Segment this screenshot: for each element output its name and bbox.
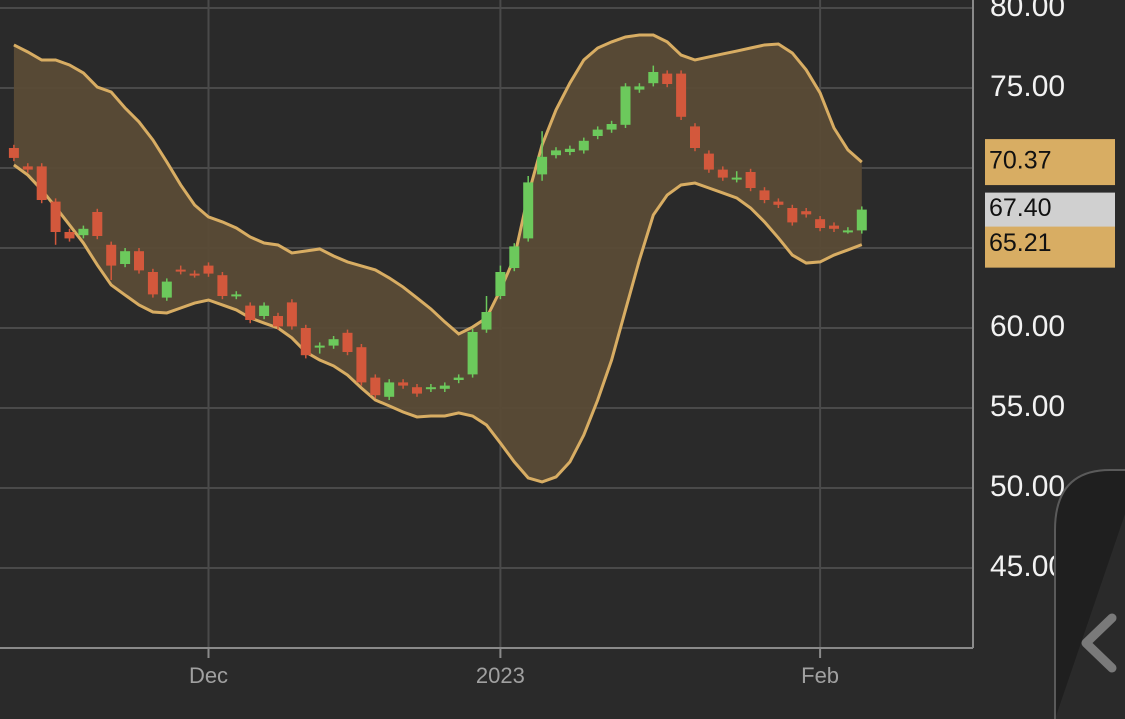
y-tick-label: 45.00	[990, 550, 1065, 583]
candle-body	[592, 129, 603, 136]
price-tag-label: 70.37	[989, 147, 1052, 175]
candle-body	[787, 208, 798, 223]
candle-body	[523, 182, 534, 239]
candle-body	[717, 169, 728, 178]
bands	[13, 33, 863, 484]
candle-body	[620, 86, 631, 125]
candle-body	[745, 172, 756, 188]
candle-body	[578, 140, 589, 151]
candle-body	[564, 148, 575, 152]
candle-body	[690, 126, 700, 148]
candle-body	[189, 273, 200, 276]
candles	[8, 65, 867, 400]
candle-body	[467, 332, 478, 375]
x-tick-label: Feb	[801, 663, 839, 688]
y-tick-label: 55.00	[990, 390, 1065, 423]
candle-body	[50, 201, 61, 232]
candle-body	[412, 387, 422, 394]
x-tick-label: Dec	[189, 663, 228, 688]
candle-body	[314, 345, 325, 348]
candle-body	[64, 232, 75, 239]
candle-body	[856, 209, 867, 231]
panel-edge	[1054, 469, 1125, 719]
price-tag	[985, 139, 1115, 186]
candle-body	[439, 385, 450, 389]
candle-body	[537, 156, 548, 175]
candle-body	[300, 328, 311, 356]
price-tag	[985, 192, 1115, 227]
candle-body	[703, 153, 714, 170]
candle-body	[453, 377, 464, 380]
candle-body	[92, 212, 103, 236]
y-tick-label: 75.00	[990, 70, 1065, 103]
candle-body	[175, 269, 186, 272]
side-panel[interactable]	[1054, 469, 1125, 719]
price-tags: 70.37 65.21 67.40	[985, 139, 1115, 268]
candle-body	[106, 244, 117, 266]
candle-body	[759, 190, 770, 200]
candle-body	[731, 177, 742, 180]
candle-body	[676, 73, 687, 117]
candle-body	[829, 225, 839, 229]
candle-body	[773, 201, 784, 205]
candle-body	[217, 275, 228, 296]
candle-body	[425, 387, 436, 390]
candle-body	[801, 211, 812, 215]
candle-body	[398, 382, 409, 386]
candle-body	[203, 265, 214, 274]
band-line	[13, 163, 863, 484]
candle-body	[481, 312, 492, 330]
candle-body	[78, 228, 89, 236]
price-tag-label: 67.40	[989, 194, 1052, 222]
candle-body	[356, 347, 367, 383]
candle-body	[370, 377, 381, 396]
candle-body	[245, 305, 256, 320]
candle-body	[259, 305, 270, 316]
collapse-chevron[interactable]	[1081, 613, 1117, 673]
candle-body	[495, 272, 506, 296]
y-tick-label: 60.00	[990, 310, 1065, 343]
price-tag-label: 65.21	[989, 229, 1052, 257]
candle-body	[134, 251, 144, 271]
candle-body	[815, 219, 826, 228]
y-tick-label: 80.00	[990, 0, 1065, 23]
candle-body	[22, 166, 33, 170]
candle-body	[328, 339, 339, 346]
candle-body	[273, 316, 283, 327]
candle-body	[634, 86, 645, 90]
candle-body	[384, 382, 395, 397]
candle-body	[231, 294, 242, 297]
candle-body	[551, 150, 561, 156]
candle-body	[509, 246, 520, 268]
y-tick-label: 50.00	[990, 470, 1065, 503]
price-tag	[985, 221, 1115, 268]
candle-body	[342, 332, 353, 352]
candle-body	[606, 124, 617, 130]
candle-body	[842, 230, 853, 233]
candle-body	[8, 148, 19, 158]
candle-body	[147, 272, 158, 295]
candle-body	[648, 72, 659, 84]
candle-body	[36, 166, 47, 200]
candle-body	[286, 302, 297, 327]
band-line	[13, 33, 863, 336]
candle-body	[662, 73, 673, 84]
band-fill	[13, 35, 862, 482]
candle-body	[120, 251, 131, 264]
candle-body	[161, 281, 172, 298]
x-tick-label: 2023	[476, 663, 525, 688]
